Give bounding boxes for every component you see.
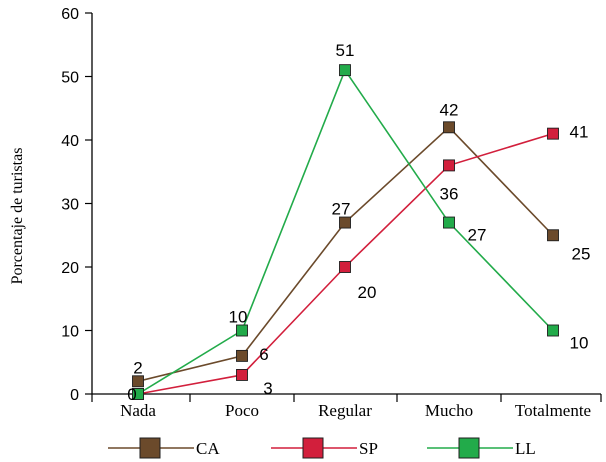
x-tick-label: Regular	[318, 401, 372, 420]
data-label-ca: 42	[440, 100, 459, 119]
data-point-sp	[339, 261, 351, 273]
legend-marker-ll	[458, 437, 480, 459]
data-point-ll	[547, 324, 559, 337]
x-tick-label: Poco	[225, 401, 259, 420]
y-axis-label: Porcentaje de turistas	[9, 148, 26, 285]
x-tick-label: Mucho	[425, 401, 473, 420]
data-point-ca	[443, 121, 455, 134]
data-label-ll: 10	[570, 334, 589, 353]
data-label-ca: 2	[133, 358, 142, 377]
data-point-ll	[443, 216, 455, 229]
y-tick-label: 30	[61, 197, 79, 214]
legend: CA SP LL	[108, 437, 536, 459]
data-label-ca: 6	[259, 345, 268, 364]
data-point-ll	[339, 64, 351, 77]
data-label-sp: 41	[570, 123, 589, 142]
data-label-ll: 51	[336, 41, 355, 60]
data-point-sp	[236, 369, 248, 381]
y-tick-label: 60	[61, 6, 79, 23]
data-label-ll: 27	[468, 226, 487, 245]
legend-label-sp: SP	[359, 439, 378, 458]
data-point-sp	[547, 127, 559, 140]
series-line-ca	[137, 126, 554, 383]
series-line-ll	[137, 68, 554, 395]
data-label-sp: 3	[263, 379, 272, 398]
x-tick-label: Totalmente	[515, 401, 591, 420]
legend-marker-ca	[139, 437, 161, 459]
data-label-sp: 20	[358, 283, 377, 302]
data-labels: 2 6 27 42 25 0 3 20 36 41 10 51 27 10	[127, 41, 590, 404]
y-tick-label: 20	[61, 260, 79, 277]
data-point-ca	[236, 349, 248, 362]
data-point-ca	[132, 375, 144, 388]
data-point-ll	[132, 388, 144, 400]
y-tick-label: 40	[61, 133, 79, 150]
legend-marker-sp	[302, 437, 324, 459]
data-point-ll	[236, 324, 248, 337]
series-lines	[137, 68, 554, 395]
data-label-ca: 27	[332, 200, 351, 219]
y-tick-label: 10	[61, 324, 79, 341]
y-tick-label: 0	[70, 387, 79, 404]
data-label-ca: 25	[572, 244, 591, 263]
series-markers	[132, 64, 559, 400]
data-point-ca	[339, 216, 351, 229]
y-tick-label: 50	[61, 70, 79, 87]
data-label-ll: 10	[229, 308, 248, 327]
data-point-sp	[443, 159, 455, 172]
data-label-sp: 0	[127, 385, 136, 404]
legend-label-ll: LL	[515, 439, 536, 458]
x-tick-label: Nada	[120, 401, 156, 420]
data-point-ca	[547, 229, 559, 242]
legend-label-ca: CA	[196, 439, 220, 458]
data-label-sp: 36	[440, 184, 459, 203]
